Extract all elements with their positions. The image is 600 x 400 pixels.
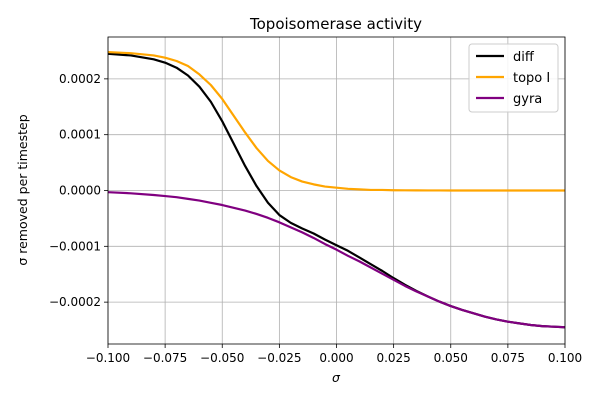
x-axis-ticks: −0.100 −0.075 −0.050 −0.025 0.000 0.025 0.050 0… (86, 344, 582, 365)
y-tick-label: −0.0001 (49, 239, 101, 253)
y-axis-label: σ removed per timestep (15, 114, 30, 265)
legend: diff topo I gyra (468, 43, 559, 113)
legend-box (468, 43, 559, 113)
y-tick-label: −0.0002 (49, 295, 101, 309)
series-layer (107, 50, 566, 329)
x-tick-label: 0.100 (548, 351, 582, 365)
series-line-topo-i (107, 50, 565, 192)
x-tick-label: 0.050 (434, 351, 468, 365)
legend-label-topo-i: topo I (513, 71, 550, 86)
y-tick-label: 0.0002 (59, 72, 101, 86)
x-tick-label: −0.025 (257, 351, 301, 365)
x-tick-label: −0.050 (200, 351, 244, 365)
legend-label-diff: diff (513, 50, 535, 65)
x-tick-label: 0.000 (319, 351, 353, 365)
x-tick-label: 0.025 (376, 351, 410, 365)
y-tick-label: 0.0000 (59, 184, 101, 198)
chart-title: Topoisomerase activity (249, 15, 422, 33)
series-line-gyra (107, 191, 566, 329)
x-tick-label: −0.100 (86, 351, 130, 365)
legend-label-gyra: gyra (513, 92, 542, 107)
y-axis-ticks: −0.0002 −0.0001 0.0000 0.0001 0.0002 (49, 72, 108, 309)
x-tick-label: −0.075 (143, 351, 187, 365)
x-axis-label: σ (332, 370, 341, 385)
y-tick-label: 0.0001 (59, 128, 101, 142)
x-tick-label: 0.075 (491, 351, 525, 365)
